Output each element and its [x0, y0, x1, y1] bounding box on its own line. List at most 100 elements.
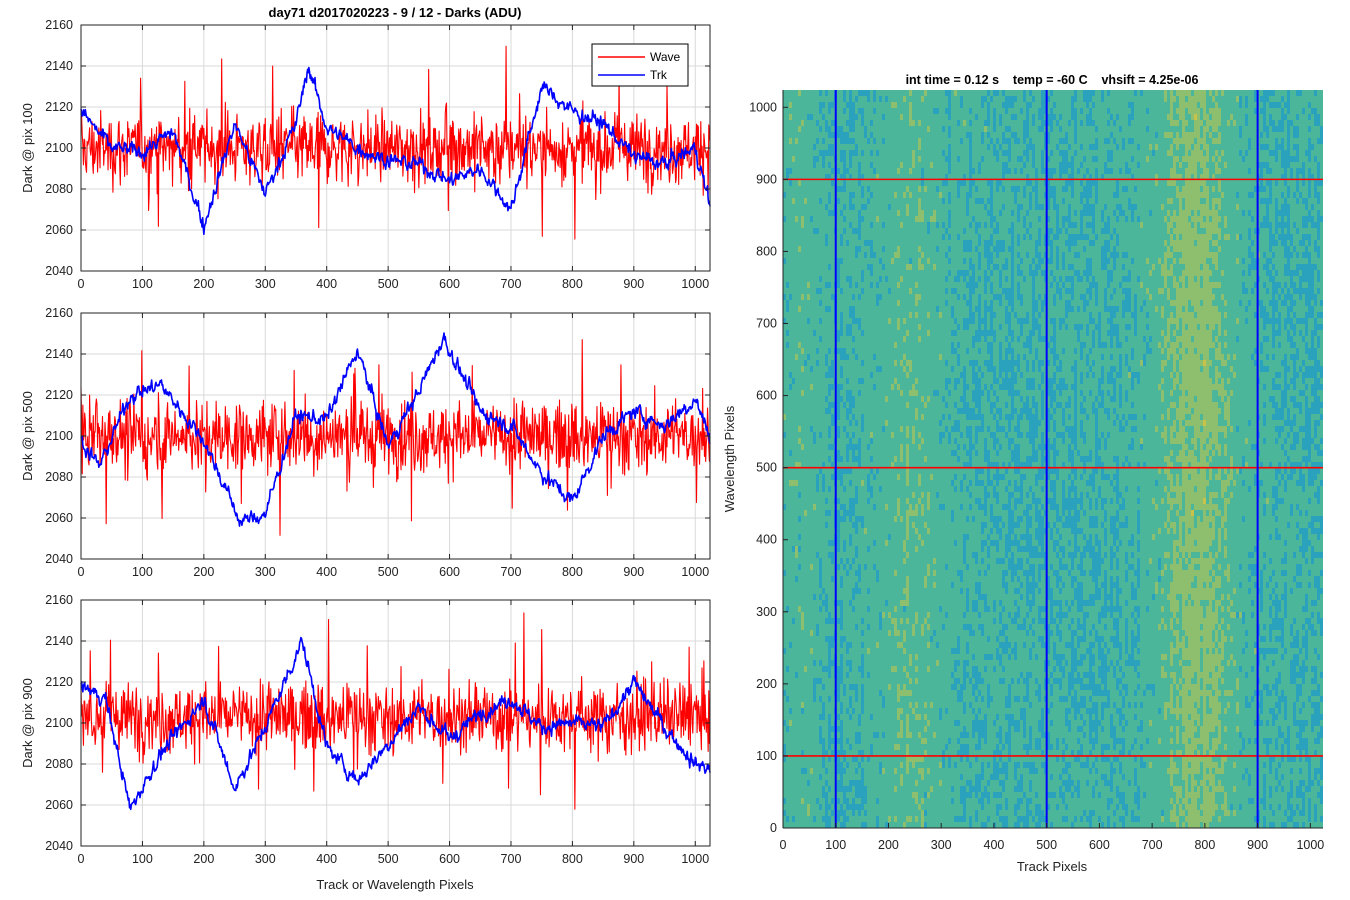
y-tick-label: 2040 [45, 264, 73, 278]
legend: Wave Trk [591, 43, 689, 87]
line-panel-pix-500: 0 100 200 300 400 500 600 700 800 900 1000 2040 206… [20, 306, 711, 579]
x-axis-label: Track Pixels [1017, 859, 1088, 874]
x-tick-labels: 0 100 200 300 400 500 600 700 800 900 1000 [78, 277, 710, 291]
x-tick-label: 900 [623, 277, 644, 291]
x-tick-label: 1000 [681, 277, 709, 291]
y-tick-label: 2120 [45, 675, 73, 689]
panel-title: day71 d2017020223 - 9 / 12 - Darks (ADU) [269, 5, 522, 20]
x-tick-label: 200 [878, 838, 899, 852]
legend-label-wave: Wave [650, 50, 681, 64]
y-axis-label: Dark @ pix 100 [20, 103, 35, 193]
x-tick-label: 500 [1036, 838, 1057, 852]
x-tick-label: 400 [316, 277, 337, 291]
x-tick-label: 900 [623, 852, 644, 866]
x-tick-label: 1000 [1296, 838, 1324, 852]
x-tick-label: 300 [255, 277, 276, 291]
x-tick-label: 300 [931, 838, 952, 852]
heatmap-panel: 0 100 200 300 400 500 600 700 800 900 1000 0 100 200… [722, 73, 1324, 874]
y-tick-label: 300 [756, 605, 777, 619]
y-tick-label: 2040 [45, 552, 73, 566]
x-tick-label: 100 [132, 852, 153, 866]
x-tick-label: 1000 [681, 565, 709, 579]
x-tick-label: 100 [825, 838, 846, 852]
x-tick-label: 0 [780, 838, 787, 852]
y-tick-label: 1000 [749, 100, 777, 114]
x-tick-label: 800 [562, 565, 583, 579]
y-tick-label: 2120 [45, 388, 73, 402]
x-tick-label: 900 [1247, 838, 1268, 852]
x-tick-label: 700 [1142, 838, 1163, 852]
y-tick-label: 2060 [45, 511, 73, 525]
x-tick-label: 200 [193, 565, 214, 579]
y-tick-label: 800 [756, 244, 777, 258]
x-tick-labels: 0 100 200 300 400 500 600 700 800 900 1000 [78, 565, 710, 579]
x-tick-label: 400 [316, 565, 337, 579]
y-tick-label: 2140 [45, 59, 73, 73]
x-tick-label: 700 [501, 565, 522, 579]
y-tick-label: 2140 [45, 347, 73, 361]
axes-frame [80, 24, 711, 272]
x-tick-labels: 0 100 200 300 400 500 600 700 800 900 1000 [780, 838, 1325, 852]
x-tick-label: 700 [501, 277, 522, 291]
y-tick-labels: 2040 2060 2080 2100 2120 2140 2160 [45, 18, 73, 278]
y-tick-label: 100 [756, 749, 777, 763]
y-tick-labels: 0 100 200 300 400 500 600 700 800 900 1000 [749, 100, 777, 835]
y-tick-label: 600 [756, 389, 777, 403]
y-tick-label: 0 [770, 821, 777, 835]
y-tick-label: 700 [756, 317, 777, 331]
x-tick-label: 0 [78, 565, 85, 579]
series-line-wave [80, 612, 711, 810]
y-tick-label: 2100 [45, 716, 73, 730]
x-tick-labels: 0 100 200 300 400 500 600 700 800 900 1000 [78, 852, 710, 866]
y-axis-label: Dark @ pix 900 [20, 678, 35, 768]
y-tick-label: 2060 [45, 798, 73, 812]
x-tick-label: 200 [193, 852, 214, 866]
x-tick-label: 500 [378, 565, 399, 579]
x-tick-label: 200 [193, 277, 214, 291]
line-panel-pix-100: 0 100 200 300 400 500 600 700 800 900 1000 2040 206… [20, 5, 711, 291]
x-tick-label: 600 [439, 852, 460, 866]
axes-frame [80, 599, 711, 847]
y-tick-label: 2140 [45, 634, 73, 648]
x-tick-label: 600 [1089, 838, 1110, 852]
y-tick-label: 200 [756, 677, 777, 691]
y-tick-label: 2120 [45, 100, 73, 114]
y-tick-label: 2080 [45, 757, 73, 771]
series-line-wave [80, 45, 711, 240]
axes-frame [782, 90, 1323, 829]
series-line-trk [80, 636, 711, 811]
y-tick-label: 2160 [45, 306, 73, 320]
y-tick-label: 2080 [45, 182, 73, 196]
x-tick-label: 300 [255, 565, 276, 579]
x-tick-label: 800 [1194, 838, 1215, 852]
x-tick-label: 800 [562, 852, 583, 866]
y-tick-label: 2080 [45, 470, 73, 484]
x-tick-label: 800 [562, 277, 583, 291]
y-tick-labels: 2040 2060 2080 2100 2120 2140 2160 [45, 593, 73, 853]
y-axis-label: Wavelength Pixels [722, 405, 737, 512]
y-tick-labels: 2040 2060 2080 2100 2120 2140 2160 [45, 306, 73, 566]
y-tick-label: 2100 [45, 141, 73, 155]
series-line-wave [80, 339, 711, 536]
axes-frame [80, 312, 711, 560]
y-tick-label: 2040 [45, 839, 73, 853]
x-tick-label: 1000 [681, 852, 709, 866]
x-tick-label: 400 [984, 838, 1005, 852]
x-tick-label: 100 [132, 565, 153, 579]
y-tick-label: 2160 [45, 593, 73, 607]
x-tick-label: 0 [78, 852, 85, 866]
y-tick-label: 500 [756, 461, 777, 475]
x-axis-label: Track or Wavelength Pixels [316, 877, 474, 892]
x-tick-label: 500 [378, 277, 399, 291]
x-tick-label: 400 [316, 852, 337, 866]
x-tick-label: 600 [439, 565, 460, 579]
y-tick-label: 900 [756, 172, 777, 186]
series-line-trk [80, 332, 711, 527]
line-panel-pix-900: 0 100 200 300 400 500 600 700 800 900 1000 2040 206… [20, 593, 711, 892]
heatmap-cells [783, 90, 1323, 828]
legend-label-trk: Trk [650, 68, 668, 82]
x-tick-label: 300 [255, 852, 276, 866]
x-tick-label: 900 [623, 565, 644, 579]
x-tick-label: 0 [78, 277, 85, 291]
